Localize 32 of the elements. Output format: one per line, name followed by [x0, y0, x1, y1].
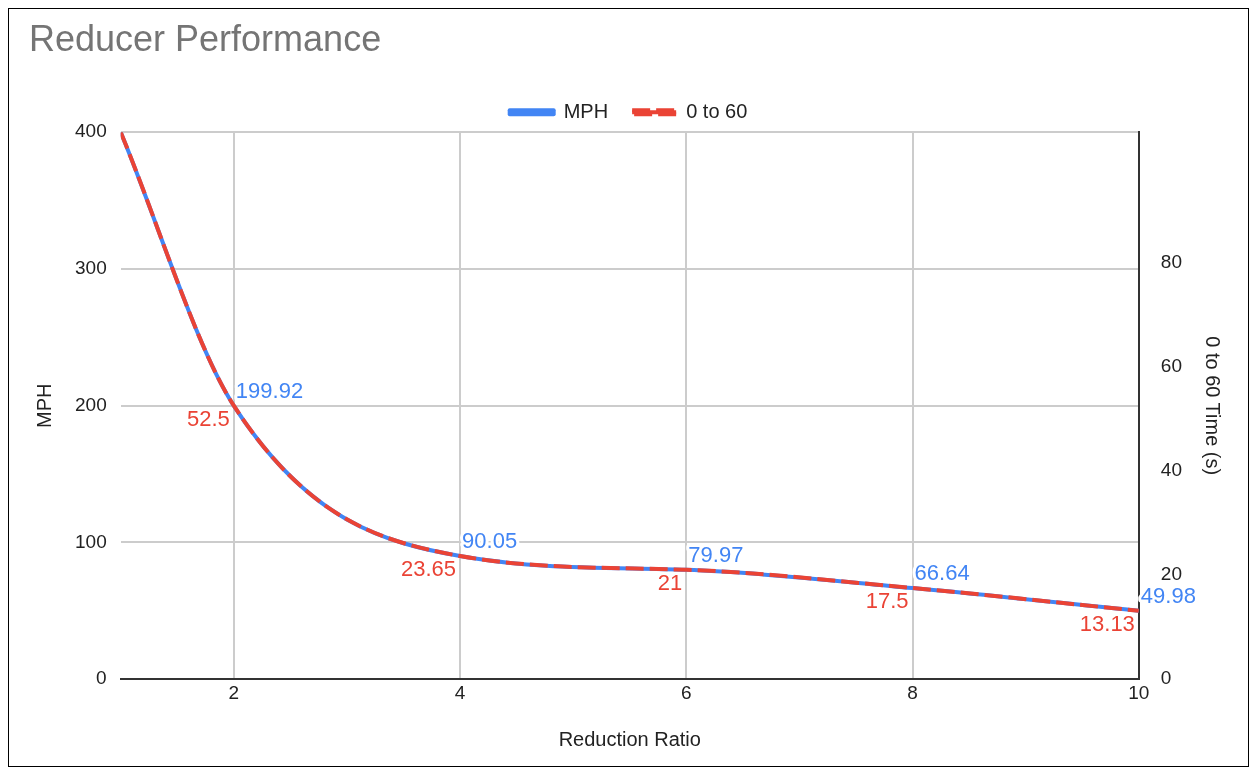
y-tick-label: 100 [75, 530, 107, 552]
y2-axis-title: 0 to 60 Time (s) [1202, 336, 1225, 476]
y2-tick-label: 60 [1160, 354, 1183, 376]
y2-tick-label: 80 [1160, 250, 1183, 272]
y-tick-label: 200 [75, 393, 107, 415]
y-tick-label: 300 [75, 257, 107, 279]
x-axis-title: Reduction Ratio [558, 727, 701, 750]
legend-label: MPH [563, 99, 609, 122]
y2-tick-label: 20 [1160, 563, 1183, 585]
y2-tick-label: 40 [1160, 459, 1183, 481]
legend-label: 0 to 60 [686, 99, 748, 122]
data-label: 199.92 [235, 377, 304, 403]
y-tick-label: 0 [96, 667, 107, 689]
x-tick-label: 6 [681, 681, 692, 703]
data-label: 17.5 [865, 588, 909, 614]
x-tick-label: 8 [907, 681, 918, 703]
data-label: 66.64 [914, 560, 970, 586]
x-tick-label: 4 [454, 681, 466, 703]
chart-title: Reducer Performance [29, 17, 382, 59]
data-label: 23.65 [401, 556, 457, 582]
y-tick-label: 400 [75, 120, 107, 142]
line-series [120, 132, 1139, 613]
data-label: 21 [657, 569, 683, 595]
y2-tick-label: 0 [1160, 667, 1172, 689]
data-label: 52.5 [187, 405, 230, 431]
data-label: 49.98 [1140, 582, 1196, 608]
x-tick-label: 10 [1128, 681, 1150, 703]
data-label: 13.13 [1079, 610, 1135, 636]
data-label: 90.05 [462, 528, 518, 554]
x-tick-label: 2 [228, 681, 240, 703]
data-label: 79.97 [688, 541, 744, 567]
y-axis-title: MPH [32, 383, 55, 428]
